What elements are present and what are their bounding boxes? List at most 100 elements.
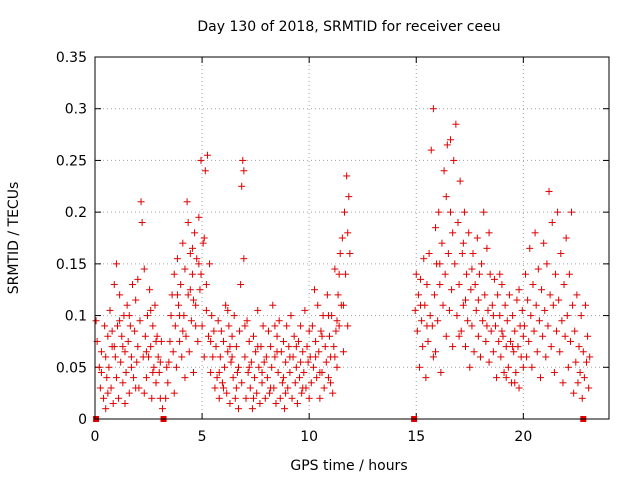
- x-tick-label: 5: [198, 429, 207, 445]
- data-point: [211, 384, 219, 392]
- data-point: [474, 332, 482, 340]
- data-point: [299, 348, 307, 356]
- data-point: [338, 234, 346, 242]
- y-tick-label: 0.35: [56, 50, 87, 66]
- data-point: [451, 260, 459, 268]
- data-point: [545, 187, 553, 195]
- data-point: [580, 374, 588, 382]
- data-point: [291, 379, 299, 387]
- data-point: [202, 281, 210, 289]
- y-tick-label: 0.15: [56, 257, 87, 273]
- data-point: [188, 270, 196, 278]
- data-point: [286, 368, 294, 376]
- data-point: [414, 291, 422, 299]
- data-point: [448, 286, 456, 294]
- data-point: [220, 337, 227, 345]
- data-point: [341, 208, 349, 216]
- data-point: [511, 379, 519, 387]
- data-point: [488, 301, 496, 309]
- data-point: [186, 286, 194, 294]
- data-point: [432, 224, 440, 232]
- data-point: [423, 281, 431, 289]
- data-point: [225, 322, 233, 330]
- data-point: [200, 353, 208, 361]
- data-point: [175, 301, 183, 309]
- data-point: [233, 368, 241, 376]
- data-point: [221, 363, 229, 371]
- data-point: [438, 239, 446, 247]
- data-point: [119, 379, 127, 387]
- data-point: [164, 379, 172, 387]
- data-point: [547, 343, 555, 351]
- data-point: [565, 270, 573, 278]
- data-point: [494, 291, 502, 299]
- data-point: [305, 394, 313, 402]
- data-point: [483, 244, 491, 252]
- data-point: [463, 270, 471, 278]
- data-point: [188, 244, 196, 252]
- plot-frame: [94, 56, 610, 420]
- data-point: [279, 374, 287, 382]
- data-point: [194, 337, 202, 345]
- data-point: [496, 270, 504, 278]
- data-point: [226, 399, 234, 407]
- data-point: [510, 348, 518, 356]
- data-point: [539, 332, 547, 340]
- data-point: [177, 281, 185, 289]
- data-point: [246, 384, 254, 392]
- data-point: [224, 348, 232, 356]
- data-point: [100, 394, 108, 402]
- data-point: [548, 218, 556, 226]
- data-point: [178, 353, 186, 361]
- data-point: [261, 394, 269, 402]
- data-point: [123, 301, 131, 309]
- data-point: [458, 250, 466, 258]
- data-point: [131, 327, 139, 335]
- data-point: [169, 348, 177, 356]
- data-point: [436, 260, 444, 268]
- data-points: [92, 105, 594, 413]
- data-point: [297, 322, 305, 330]
- data-point: [500, 368, 508, 376]
- data-point: [339, 348, 347, 356]
- data-point: [154, 353, 162, 361]
- data-point: [344, 229, 352, 237]
- data-point: [331, 265, 339, 273]
- data-point: [307, 379, 315, 387]
- data-point: [311, 286, 319, 294]
- data-point: [586, 353, 594, 361]
- data-point: [339, 301, 347, 309]
- data-point: [439, 301, 447, 309]
- data-point: [583, 358, 591, 366]
- data-point: [456, 177, 464, 185]
- data-point: [264, 327, 272, 335]
- data-point: [417, 301, 425, 309]
- data-point: [502, 343, 510, 351]
- chart-title: Day 130 of 2018, SRMTID for receiver cee…: [197, 19, 500, 35]
- data-point: [258, 368, 266, 376]
- data-point: [236, 327, 244, 335]
- data-point: [329, 389, 337, 397]
- y-tick-label: 0.05: [56, 360, 87, 376]
- data-point: [214, 317, 222, 325]
- data-point: [248, 405, 256, 413]
- data-point: [429, 105, 437, 113]
- data-point: [121, 399, 129, 407]
- data-point: [320, 384, 328, 392]
- data-point: [568, 208, 576, 216]
- data-point: [498, 281, 506, 289]
- data-point: [210, 327, 218, 335]
- data-point: [116, 317, 124, 325]
- data-point: [173, 291, 181, 299]
- data-point: [170, 270, 178, 278]
- data-point: [173, 255, 181, 263]
- data-point: [485, 358, 493, 366]
- data-point: [474, 296, 482, 304]
- data-point: [455, 281, 463, 289]
- data-point: [273, 332, 281, 340]
- data-point: [330, 343, 338, 351]
- data-point: [555, 296, 563, 304]
- data-point: [519, 363, 527, 371]
- data-point: [190, 368, 198, 376]
- data-point: [432, 348, 440, 356]
